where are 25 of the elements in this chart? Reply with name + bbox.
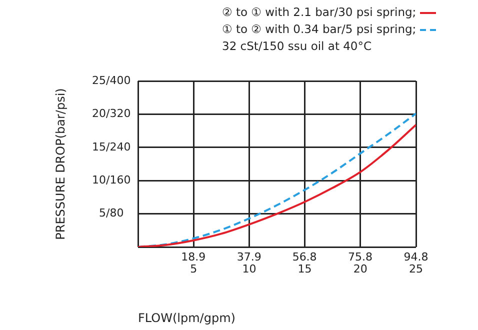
legend-label: ② to ① with 2.1 bar/30 psi spring; [222,4,418,21]
y-tick-label: 20 [92,107,106,120]
x-tick-label: 15 [298,262,312,276]
x2-tick-label: 75.8 [348,250,373,264]
legend-label: ① to ② with 0.34 bar/5 psi spring; [222,21,418,38]
x2-tick-label: 18.9 [181,250,206,264]
x-tick-label: 25 [409,262,423,276]
y-tick-label: 15 [92,140,106,154]
chart-subtitle: 32 cSt/150 ssu oil at 40°C [222,38,373,55]
x2-tick-label: 56.8 [292,250,317,264]
y2-tick-label: /80 [106,206,124,220]
y-tick-label: 25 [92,74,106,87]
y-tick-label: 10 [92,173,106,186]
y2-tick-label: /320 [106,107,131,120]
y-axis-title: PRESSURE DROP(bar/psi) [53,88,68,240]
y-tick-label: 5 [99,206,106,220]
x-tick-label: 5 [190,262,198,276]
x2-tick-label: 94.8 [404,250,428,264]
x-tick-label: 10 [242,262,256,276]
x-axis-title: FLOW(lpm/gpm) [138,310,236,325]
y2-tick-label: /400 [106,74,131,87]
x2-tick-label: 37.9 [236,250,262,264]
x-tick-label: 20 [353,262,368,276]
y2-tick-label: /160 [106,173,131,186]
y2-tick-label: /240 [106,140,131,154]
